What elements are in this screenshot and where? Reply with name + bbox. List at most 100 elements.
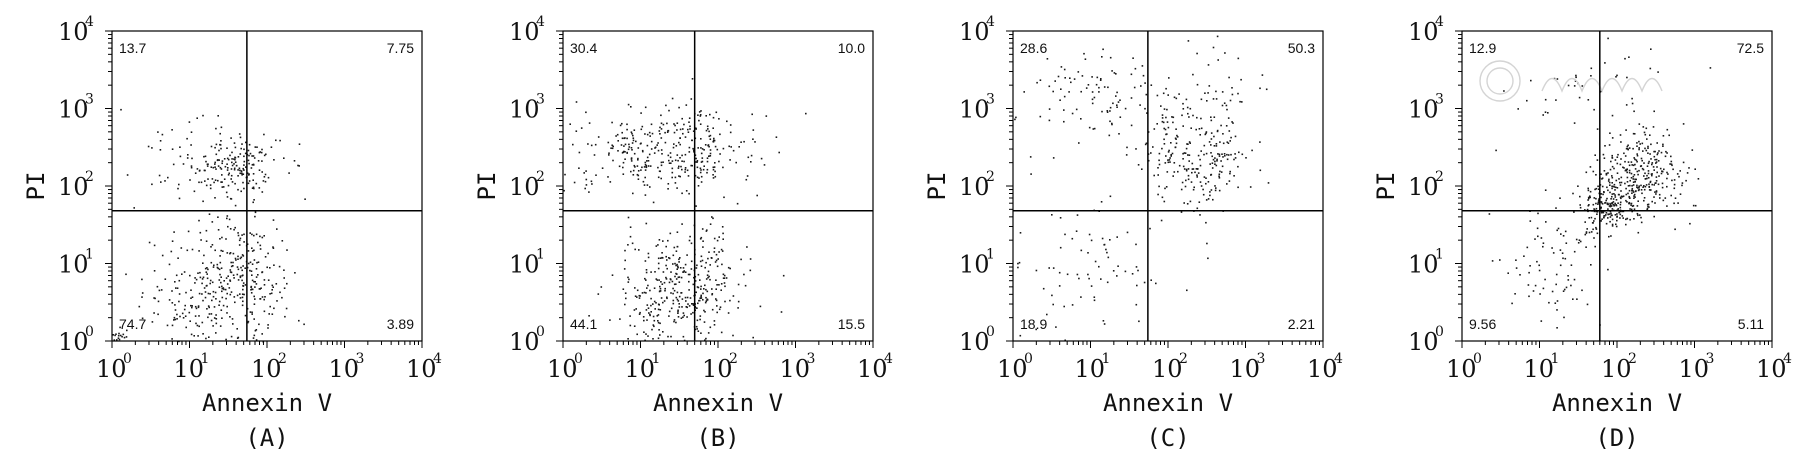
data-point	[242, 285, 245, 287]
data-point	[117, 337, 120, 339]
data-point	[573, 181, 576, 184]
data-point	[1051, 214, 1053, 216]
data-point	[1576, 298, 1578, 300]
data-point	[697, 185, 700, 187]
data-point	[680, 292, 683, 294]
data-point	[1117, 101, 1120, 103]
data-point	[183, 308, 186, 311]
data-point	[1585, 231, 1588, 233]
data-point	[1088, 126, 1091, 129]
data-point	[1676, 173, 1679, 175]
data-point	[627, 244, 629, 246]
data-point	[1623, 167, 1625, 169]
data-point	[204, 296, 207, 299]
data-point	[1537, 212, 1539, 215]
data-point	[720, 331, 723, 334]
data-point	[635, 140, 637, 143]
data-point	[153, 244, 156, 247]
data-point	[166, 324, 169, 327]
data-point	[1679, 170, 1681, 172]
data-point	[1261, 74, 1264, 76]
data-point	[1654, 182, 1656, 184]
data-point	[232, 274, 235, 276]
data-point	[253, 303, 256, 305]
data-point	[1633, 197, 1635, 199]
data-point	[263, 279, 266, 281]
data-point	[254, 298, 256, 300]
data-point	[674, 124, 676, 127]
data-point	[1622, 166, 1624, 169]
data-point	[1200, 117, 1202, 120]
data-point	[645, 269, 648, 271]
data-point	[1168, 149, 1170, 152]
data-point	[1186, 143, 1188, 145]
data-point	[283, 277, 285, 279]
data-point	[141, 317, 144, 320]
data-point	[665, 104, 667, 107]
data-point	[1593, 108, 1595, 111]
data-point	[631, 149, 633, 151]
data-point	[1111, 70, 1113, 72]
data-point	[624, 158, 626, 160]
data-point	[668, 162, 671, 164]
data-point	[673, 283, 676, 286]
data-point	[1197, 154, 1200, 157]
data-point	[184, 315, 187, 317]
data-point	[1670, 163, 1673, 165]
data-point	[666, 296, 668, 299]
data-point	[616, 133, 619, 136]
data-point	[1616, 74, 1618, 77]
data-point	[1649, 180, 1652, 183]
data-point	[1618, 193, 1620, 196]
plot-frame	[562, 30, 874, 342]
data-point	[678, 175, 680, 177]
y-tick-exponent: 2	[85, 169, 94, 185]
data-point	[1165, 87, 1167, 90]
data-point	[230, 168, 233, 170]
data-point	[1093, 127, 1096, 130]
data-point	[628, 146, 631, 148]
data-point	[117, 334, 120, 337]
y-tick-exponent: 3	[85, 92, 94, 108]
data-point	[1108, 134, 1111, 137]
data-point	[202, 276, 205, 279]
data-point	[676, 129, 678, 131]
data-point	[226, 215, 229, 217]
data-point	[1626, 145, 1629, 148]
data-point	[631, 132, 633, 135]
data-point	[623, 150, 625, 153]
data-point	[191, 157, 193, 160]
data-point	[658, 329, 660, 331]
data-point	[756, 194, 758, 197]
data-point	[1649, 153, 1651, 155]
data-point	[1643, 162, 1645, 164]
data-point	[1529, 265, 1531, 267]
data-point	[1609, 191, 1611, 194]
data-point	[1634, 158, 1636, 161]
data-point	[1054, 80, 1056, 82]
data-point	[659, 126, 661, 129]
data-point	[1651, 173, 1653, 175]
data-point	[1626, 76, 1628, 79]
data-point	[253, 157, 256, 159]
data-point	[1612, 201, 1615, 203]
data-point	[634, 287, 636, 289]
data-point	[666, 259, 668, 261]
data-point	[703, 288, 705, 290]
data-point	[1637, 214, 1639, 217]
data-point	[1058, 285, 1061, 287]
data-point	[1073, 78, 1076, 80]
data-point	[660, 128, 663, 130]
data-point	[1164, 187, 1166, 190]
data-point	[1650, 48, 1652, 50]
data-point	[1633, 110, 1635, 113]
data-point	[236, 294, 239, 297]
data-point	[1166, 108, 1168, 111]
data-point	[648, 131, 651, 134]
data-point	[683, 160, 685, 163]
data-point	[178, 293, 181, 295]
data-point	[668, 159, 670, 162]
data-point	[1597, 201, 1600, 204]
data-point	[655, 245, 658, 247]
data-point	[711, 293, 714, 295]
